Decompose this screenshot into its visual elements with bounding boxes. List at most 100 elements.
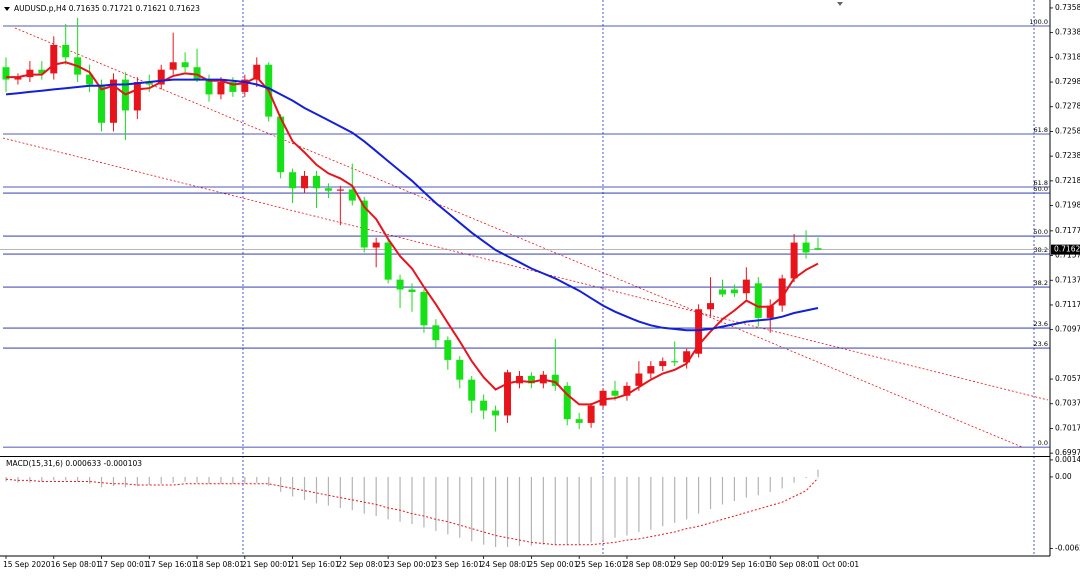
candle-body bbox=[444, 340, 452, 360]
x-tick-label: 23 Sep 16:01 bbox=[433, 560, 483, 569]
bid-price-label: 0.71623 bbox=[1054, 245, 1080, 254]
candle-body bbox=[109, 79, 117, 123]
candle-body bbox=[86, 74, 94, 85]
candle-body bbox=[814, 248, 822, 250]
candle-body bbox=[217, 82, 225, 95]
candle-body bbox=[312, 175, 320, 189]
candle-body bbox=[324, 188, 332, 191]
y-tick-label: 0.71175 bbox=[1055, 300, 1080, 309]
x-tick-label: 30 Sep 08:01 bbox=[767, 560, 817, 569]
candle-body bbox=[26, 69, 34, 78]
candle-body bbox=[277, 116, 285, 173]
candle-body bbox=[98, 84, 106, 123]
candle-body bbox=[635, 373, 643, 386]
candle-body bbox=[384, 242, 392, 280]
x-tick-label: 21 Sep 16:01 bbox=[290, 560, 340, 569]
candle-body bbox=[456, 359, 464, 380]
y-tick-label: 0.69975 bbox=[1055, 448, 1080, 457]
moving-average bbox=[6, 61, 819, 406]
candle-body bbox=[408, 289, 416, 292]
candle-body bbox=[623, 385, 631, 396]
x-tick-label: 17 Sep 00:01 bbox=[99, 560, 149, 569]
candle-body bbox=[396, 279, 404, 290]
fibo-label: 38.2 bbox=[1034, 246, 1048, 254]
trend-line bbox=[2, 137, 1049, 401]
x-tick-label: 18 Sep 08:01 bbox=[194, 560, 244, 569]
fibo-label: 100.0 bbox=[1029, 18, 1048, 26]
y-tick-label: 0.71575 bbox=[1055, 251, 1080, 260]
y-tick-label: 0.70975 bbox=[1055, 325, 1080, 334]
candle-body bbox=[718, 289, 726, 295]
candle-body bbox=[551, 374, 559, 386]
candle-body bbox=[754, 283, 762, 318]
indicator-title: MACD(15,31,6) 0.000633 -0.000103 bbox=[6, 459, 142, 468]
y-tick-label: -0.00624 bbox=[1055, 544, 1080, 553]
candle-body bbox=[778, 278, 786, 306]
candle-body bbox=[695, 309, 703, 354]
candle-body bbox=[671, 361, 679, 363]
y-tick-label: 0.70375 bbox=[1055, 399, 1080, 408]
y-tick-label: 0.00 bbox=[1055, 472, 1072, 481]
candle-body bbox=[611, 390, 619, 396]
x-tick-label: 25 Sep 00:01 bbox=[528, 560, 578, 569]
candle-body bbox=[515, 375, 523, 384]
y-tick-label: 0.70575 bbox=[1055, 374, 1080, 383]
fibo-label: 61.8 bbox=[1034, 126, 1048, 134]
shift-marker bbox=[837, 2, 843, 6]
candle-body bbox=[420, 291, 428, 326]
bid-price-box bbox=[1051, 244, 1080, 255]
x-tick-label: 15 Sep 2020 bbox=[3, 560, 51, 569]
fibo-label: 23.6 bbox=[1034, 320, 1048, 328]
x-tick-label: 23 Sep 00:01 bbox=[385, 560, 435, 569]
x-tick-label: 17 Sep 16:01 bbox=[146, 560, 196, 569]
candle-body bbox=[707, 303, 715, 310]
candle-body bbox=[14, 77, 22, 80]
candle-body bbox=[432, 325, 440, 341]
candle-body bbox=[504, 372, 512, 416]
candle-body bbox=[575, 419, 583, 423]
candle-body bbox=[38, 69, 46, 74]
candle-body bbox=[599, 390, 607, 406]
y-tick-label: 0.71775 bbox=[1055, 226, 1080, 235]
y-tick-label: 0.71375 bbox=[1055, 275, 1080, 284]
candle-body bbox=[157, 69, 165, 85]
candle-body bbox=[659, 361, 667, 367]
candle-body bbox=[229, 82, 237, 92]
candle-body bbox=[289, 172, 297, 189]
x-tick-label: 24 Sep 08:01 bbox=[481, 560, 531, 569]
x-tick-label: 21 Sep 00:01 bbox=[242, 560, 292, 569]
x-tick-label: 28 Sep 08:01 bbox=[624, 560, 674, 569]
candle-body bbox=[2, 67, 10, 80]
menu-arrow[interactable] bbox=[4, 7, 10, 11]
candle-body bbox=[647, 366, 655, 374]
candle-body bbox=[492, 410, 500, 416]
y-tick-label: 0.001482 bbox=[1055, 455, 1080, 464]
x-tick-label: 1 Oct 00:01 bbox=[815, 560, 859, 569]
candle-body bbox=[133, 82, 141, 111]
candle-body bbox=[527, 375, 535, 384]
candle-body bbox=[181, 62, 189, 68]
candle-body bbox=[480, 400, 488, 411]
fibo-label: 50.0 bbox=[1034, 185, 1048, 193]
candle-body bbox=[145, 82, 153, 85]
candle-body bbox=[563, 385, 571, 420]
fibo-label: 38.2 bbox=[1034, 279, 1048, 287]
x-tick-label: 22 Sep 08:01 bbox=[337, 560, 387, 569]
candle-body bbox=[205, 79, 213, 95]
candle-body bbox=[301, 175, 309, 189]
candle-body bbox=[468, 379, 476, 401]
candle-body bbox=[790, 242, 798, 279]
chart-title: AUDUSD.p,H4 0.71635 0.71721 0.71621 0.71… bbox=[14, 4, 200, 13]
candle-body bbox=[253, 64, 261, 80]
fibo-label: 0.0 bbox=[1038, 439, 1048, 447]
decorations bbox=[0, 0, 1051, 557]
x-tick-label: 29 Sep 16:01 bbox=[719, 560, 769, 569]
